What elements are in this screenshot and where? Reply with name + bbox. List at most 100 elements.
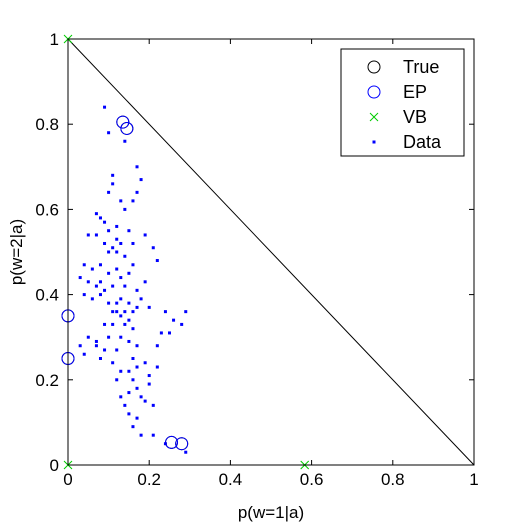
x-tick-label: 0.6 — [300, 470, 324, 489]
legend: True EP VB Data — [340, 48, 465, 157]
data-point — [135, 288, 139, 292]
data-point — [135, 190, 139, 194]
y-axis-label: p(w=2|a) — [7, 219, 26, 285]
data-point — [119, 297, 123, 301]
data-point — [135, 305, 139, 309]
data-point — [168, 331, 171, 335]
data-point — [115, 224, 119, 228]
ep-point — [165, 435, 179, 449]
data-point — [107, 190, 111, 194]
series-data — [78, 105, 188, 454]
data-point — [123, 403, 127, 407]
data-point — [147, 382, 151, 386]
data-point — [123, 139, 127, 143]
data-point — [98, 280, 102, 284]
simplex-boundary-line — [67, 38, 475, 466]
data-point — [127, 391, 131, 395]
data-point — [94, 339, 98, 343]
data-point — [135, 344, 139, 348]
y-tick-label: 0.8 — [35, 115, 59, 134]
data-point — [180, 322, 184, 326]
data-point — [94, 284, 98, 288]
data-point — [111, 173, 115, 177]
data-point — [103, 241, 107, 245]
data-point — [131, 378, 135, 382]
data-point — [139, 178, 143, 182]
legend-box — [340, 48, 465, 157]
data-point — [119, 199, 123, 203]
data-point — [147, 374, 151, 378]
axes-box — [67, 38, 475, 466]
data-point — [98, 263, 102, 267]
data-point — [127, 271, 131, 275]
data-point — [127, 301, 131, 305]
data-point — [143, 280, 147, 284]
data-point — [82, 352, 86, 356]
data-point — [115, 310, 119, 314]
data-point — [127, 412, 131, 416]
data-point — [111, 322, 115, 326]
data-point — [119, 335, 123, 339]
legend-marker-true — [367, 60, 381, 74]
data-point — [184, 310, 188, 314]
data-point — [115, 237, 119, 241]
data-point — [135, 365, 139, 369]
data-point — [172, 318, 176, 322]
legend-label-data: Data — [403, 132, 442, 152]
data-point — [119, 369, 123, 373]
data-point — [123, 310, 127, 314]
data-point — [135, 165, 139, 169]
data-point — [151, 403, 155, 407]
data-point — [135, 386, 139, 390]
legend-marker-data — [372, 140, 376, 144]
data-point — [107, 335, 111, 339]
data-point — [103, 105, 107, 109]
data-point — [131, 241, 135, 245]
data-point — [151, 246, 155, 250]
data-point — [135, 416, 139, 420]
x-tick-label: 0 — [63, 470, 72, 489]
data-point — [123, 322, 127, 326]
data-point — [163, 310, 167, 314]
data-point — [82, 293, 86, 297]
legend-marker-ep — [367, 85, 381, 99]
legend-label-true: True — [403, 57, 439, 77]
data-point — [78, 344, 82, 348]
data-point — [131, 357, 135, 360]
data-point — [78, 276, 82, 280]
data-point — [86, 280, 90, 284]
data-point — [115, 250, 119, 254]
y-tick-label: 0.6 — [35, 200, 59, 219]
x-tick-label: 1 — [469, 470, 478, 489]
data-point — [107, 301, 111, 305]
data-point — [94, 344, 98, 348]
data-point — [131, 327, 135, 331]
data-point — [98, 357, 102, 360]
data-point — [119, 314, 123, 318]
data-point — [139, 297, 143, 301]
data-point — [139, 395, 143, 399]
ep-point — [116, 115, 130, 129]
data-point — [107, 131, 111, 135]
data-point — [86, 335, 90, 339]
data-point — [131, 263, 135, 267]
data-point — [131, 425, 135, 429]
y-tick-label: 1 — [50, 30, 59, 49]
data-point — [147, 305, 151, 309]
legend-label-ep: EP — [403, 82, 427, 102]
data-point — [139, 433, 143, 437]
data-point — [94, 233, 98, 237]
data-point — [111, 310, 115, 314]
legend-marker-vb — [369, 112, 379, 122]
data-point — [143, 399, 147, 403]
legend-label-vb: VB — [403, 107, 427, 127]
data-point — [127, 318, 131, 322]
data-point — [103, 322, 107, 326]
data-point — [107, 271, 111, 275]
data-point — [131, 199, 135, 203]
data-point — [107, 229, 111, 233]
data-point — [119, 276, 123, 280]
x-tick-label: 0.4 — [219, 470, 243, 489]
data-point — [143, 361, 147, 365]
